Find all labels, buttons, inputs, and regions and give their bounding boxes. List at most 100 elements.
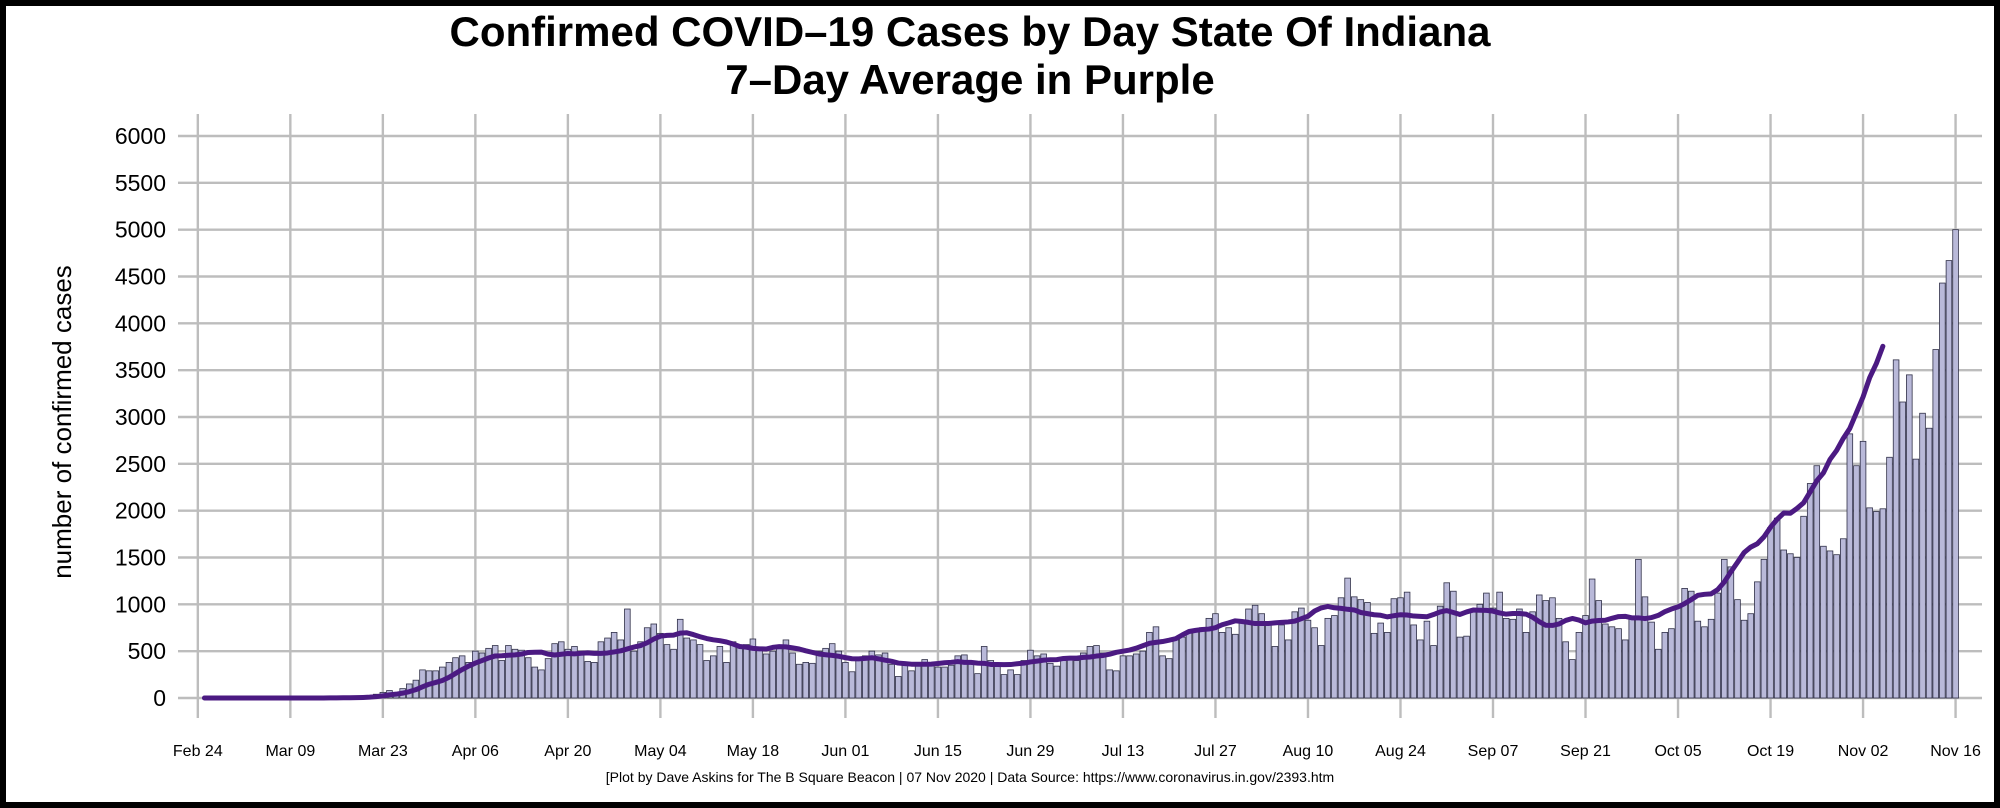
- daily-case-bar: [1945, 260, 1953, 699]
- daily-case-bar: [670, 648, 677, 699]
- daily-case-bar: [868, 650, 876, 699]
- daily-case-bar: [1430, 645, 1437, 699]
- daily-case-bar: [1787, 553, 1794, 699]
- daily-case-bar: [1212, 613, 1219, 699]
- x-tick-label-12: Aug 10: [1283, 743, 1334, 760]
- daily-case-bar: [1549, 597, 1556, 699]
- daily-case-bar: [683, 637, 691, 699]
- daily-case-bar: [888, 663, 895, 699]
- x-axis-ticks: Feb 24 Mar 09 Mar 23 Apr 06 Apr 20 May 04 May …: [173, 743, 1981, 760]
- daily-case-bar: [1569, 659, 1576, 699]
- daily-case-bar: [1073, 660, 1080, 699]
- daily-case-bar: [1403, 591, 1411, 699]
- daily-case-bar: [1443, 582, 1450, 699]
- daily-case-bar: [1165, 658, 1173, 699]
- daily-case-bar: [1344, 577, 1351, 699]
- chart-caption: [Plot by Dave Askins for The B Square Be…: [606, 769, 1334, 785]
- daily-case-bar: [974, 673, 981, 699]
- daily-case-bar: [505, 645, 512, 699]
- daily-case-bar: [518, 649, 525, 699]
- x-tick-label-14: Sep 07: [1468, 743, 1519, 760]
- daily-case-bar: [1615, 628, 1622, 699]
- daily-case-bar: [1047, 662, 1054, 699]
- daily-case-bar: [676, 618, 684, 699]
- daily-case-bar: [716, 646, 724, 699]
- y-tick-label-5: 2500: [115, 451, 166, 477]
- daily-case-bar: [1410, 624, 1417, 699]
- x-tick-label-6: May 18: [727, 743, 780, 760]
- daily-case-bar: [1602, 623, 1609, 699]
- daily-case-bar: [842, 662, 849, 699]
- daily-case-bar: [1423, 620, 1431, 699]
- daily-case-bar: [472, 650, 479, 699]
- daily-case-bar: [1839, 538, 1847, 699]
- daily-case-bar: [511, 648, 519, 699]
- daily-case-bar: [1899, 401, 1906, 699]
- daily-case-bar: [1265, 622, 1272, 699]
- daily-case-bar: [703, 660, 710, 699]
- daily-case-bar: [1595, 600, 1602, 699]
- daily-case-bar: [809, 662, 816, 699]
- x-tick-label-0: Feb 24: [173, 743, 223, 760]
- daily-case-bar: [1205, 617, 1213, 699]
- daily-case-bar: [762, 653, 770, 699]
- daily-case-bar: [1509, 618, 1517, 699]
- daily-case-bar: [756, 647, 763, 699]
- daily-case-bar: [1674, 606, 1682, 699]
- daily-case-bar: [1707, 618, 1715, 699]
- chart-svg: 0 500 1000 1500 2000 2500 3000 3500 4000 4500 5000…: [47, 8, 1982, 785]
- y-tick-label-9: 4500: [115, 264, 166, 290]
- daily-case-bar: [1350, 596, 1358, 699]
- daily-case-bar: [1053, 665, 1061, 699]
- daily-case-bar: [1238, 622, 1246, 699]
- daily-case-bar: [723, 662, 730, 699]
- daily-case-bar: [1469, 611, 1477, 699]
- daily-case-bar: [1152, 626, 1160, 699]
- daily-case-bar: [776, 646, 783, 699]
- daily-case-bar: [822, 647, 829, 699]
- daily-case-bar: [1298, 607, 1305, 699]
- daily-case-bar: [1040, 653, 1047, 699]
- x-tick-label-4: Apr 20: [544, 743, 591, 760]
- daily-case-bar: [1952, 229, 1959, 699]
- daily-case-bar: [1245, 608, 1252, 699]
- daily-case-bar: [1225, 627, 1232, 699]
- y-tick-label-7: 3500: [115, 357, 166, 383]
- daily-case-bar: [1020, 660, 1028, 699]
- daily-case-bar: [1106, 669, 1113, 699]
- daily-case-bar: [551, 643, 558, 699]
- x-tick-label-11: Jul 27: [1194, 743, 1237, 760]
- daily-case-bar: [591, 662, 598, 699]
- daily-case-bar: [657, 632, 664, 699]
- daily-case-bar: [1331, 615, 1338, 699]
- daily-case-bar: [862, 655, 869, 699]
- x-tick-label-2: Mar 23: [358, 743, 408, 760]
- daily-case-bar: [1080, 652, 1087, 699]
- daily-case-bar: [1813, 465, 1821, 699]
- daily-case-bar: [1919, 412, 1926, 699]
- daily-case-bar: [1866, 507, 1873, 699]
- daily-case-bar: [1516, 608, 1523, 699]
- x-tick-label-9: Jun 29: [1006, 743, 1054, 760]
- daily-case-bar: [1357, 599, 1365, 699]
- daily-case-bar: [941, 666, 948, 699]
- daily-case-bar: [928, 662, 935, 699]
- daily-case-bar: [895, 676, 902, 699]
- daily-case-bar: [1384, 632, 1391, 699]
- daily-case-bar: [1502, 617, 1510, 699]
- y-tick-label-0: 0: [153, 685, 166, 711]
- daily-case-bar: [498, 660, 506, 699]
- daily-case-bar: [1337, 597, 1345, 699]
- daily-case-bar: [1892, 359, 1900, 699]
- x-tick-label-3: Apr 06: [452, 743, 499, 760]
- daily-case-bar: [1773, 517, 1781, 699]
- daily-case-bar: [1377, 622, 1384, 699]
- daily-case-bar: [1522, 632, 1530, 699]
- daily-case-bar: [491, 645, 499, 699]
- daily-case-bar: [1132, 653, 1140, 699]
- daily-case-bar: [637, 641, 644, 699]
- daily-case-bar: [584, 661, 591, 699]
- x-tick-label-1: Mar 09: [265, 743, 315, 760]
- x-tick-label-18: Nov 02: [1838, 743, 1889, 760]
